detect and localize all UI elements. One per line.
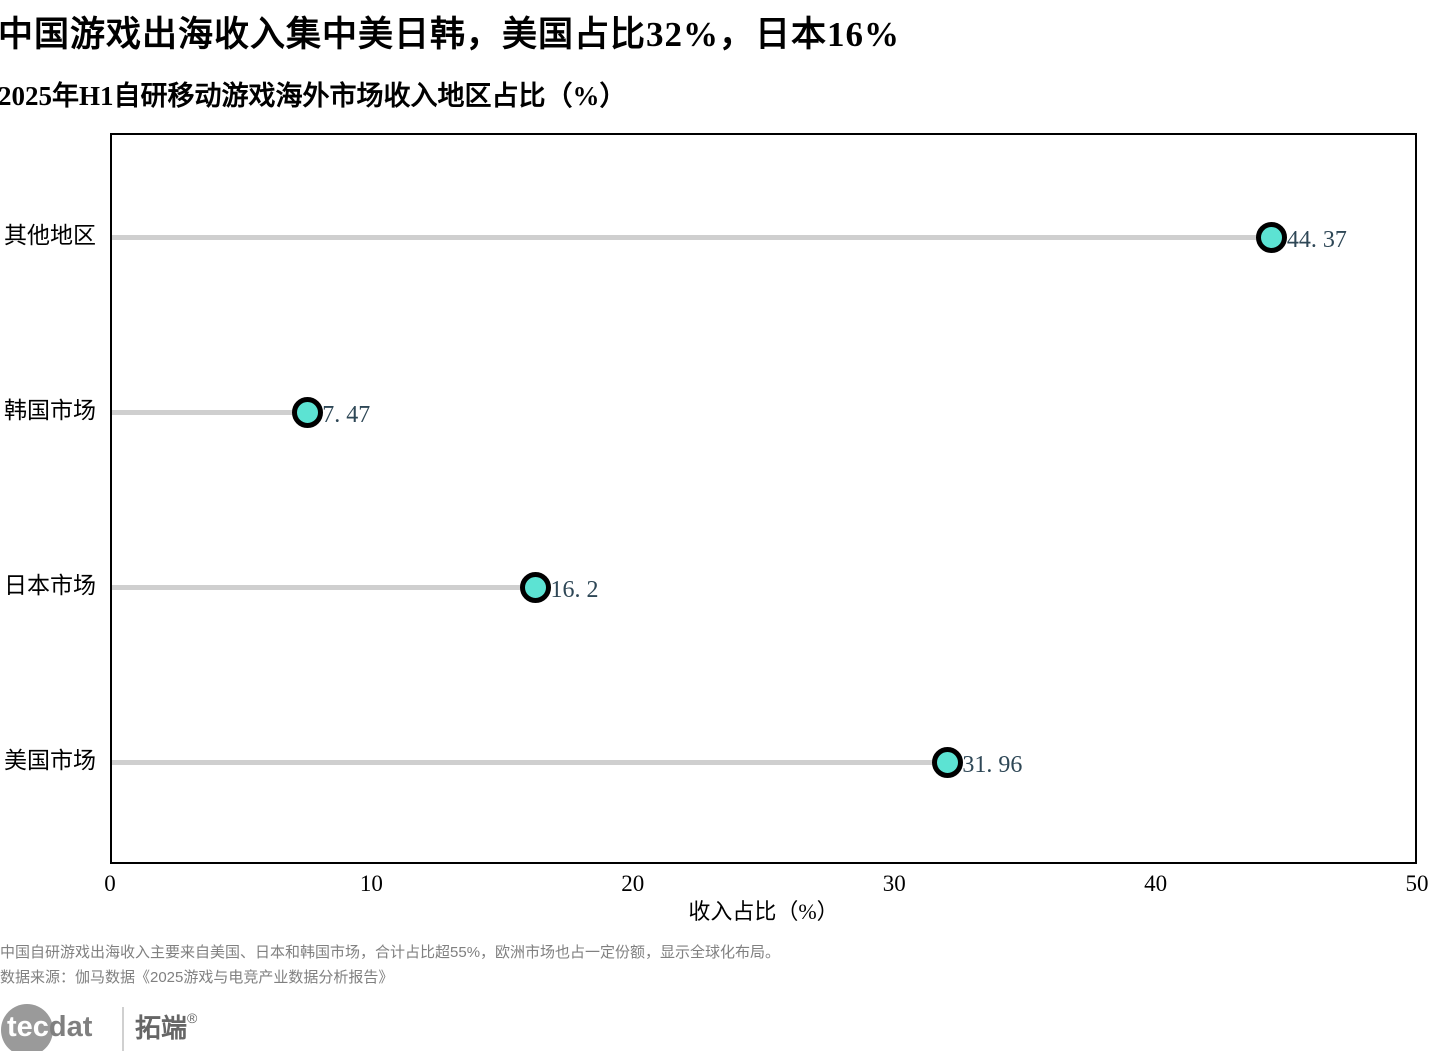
footer-source: 数据来源：伽马数据《2025游戏与电竞产业数据分析报告》 <box>0 969 394 986</box>
logo-divider <box>122 1007 124 1051</box>
x-axis-title: 收入占比（%） <box>688 899 839 924</box>
x-tick-label: 10 <box>359 871 383 896</box>
category-label: 韩国市场 <box>4 398 96 423</box>
x-tick-label: 20 <box>621 871 645 896</box>
logo-latin-text: tecdat <box>7 1013 92 1042</box>
logo-cn-chars: 拓端 <box>135 1013 188 1043</box>
registered-mark-icon: ® <box>187 1010 198 1026</box>
category-label: 其他地区 <box>4 223 96 248</box>
x-tick-label: 0 <box>104 871 116 896</box>
category-label: 美国市场 <box>4 748 96 773</box>
category-label: 日本市场 <box>4 573 96 598</box>
logo-tec-text: tec <box>7 1011 49 1043</box>
lollipop-stem <box>112 759 948 765</box>
x-tick-label: 50 <box>1405 871 1429 896</box>
value-label: 16. 2 <box>550 577 599 603</box>
chart-title: 中国游戏出海收入集中美日韩，美国占比32%，日本16% <box>0 15 901 54</box>
lollipop-dot <box>1256 221 1288 253</box>
footer-note: 中国自研游戏出海收入主要来自美国、日本和韩国市场，合计占比超55%，欧洲市场也占… <box>0 944 781 961</box>
plot-area: 44. 37 7. 47 16. 2 31. 96 <box>110 133 1417 864</box>
logo-circle-icon <box>1 1004 53 1051</box>
lollipop-stem <box>112 409 308 415</box>
x-tick-label: 40 <box>1144 871 1168 896</box>
chart-subtitle: 2025年H1自研移动游戏海外市场收入地区占比（%） <box>0 81 627 111</box>
lollipop-dot <box>931 746 963 778</box>
logo-cn-text: 拓端® <box>135 1011 197 1043</box>
value-label: 31. 96 <box>962 752 1023 778</box>
value-label: 44. 37 <box>1286 227 1347 253</box>
lollipop-stem <box>112 234 1272 240</box>
logo-dat-text: dat <box>48 1011 93 1043</box>
x-tick-label: 30 <box>882 871 906 896</box>
lollipop-dot <box>291 396 323 428</box>
lollipop-dot <box>519 571 551 603</box>
value-label: 7. 47 <box>322 402 371 428</box>
lollipop-stem <box>112 584 536 590</box>
